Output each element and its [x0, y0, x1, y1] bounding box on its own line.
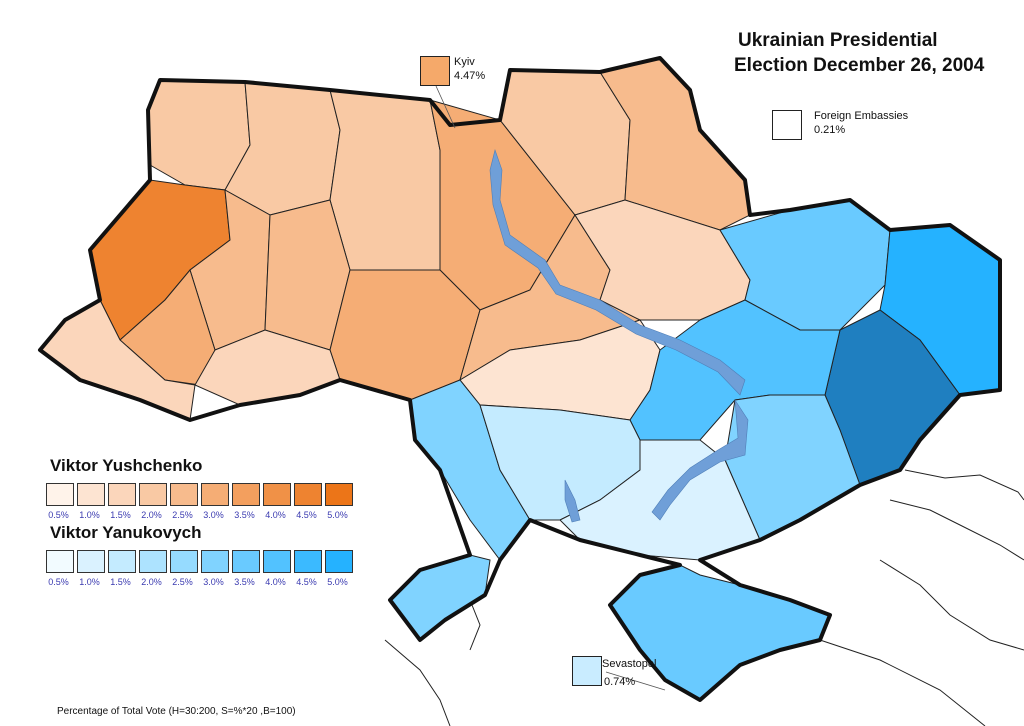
legend-yanukovych-swatch [294, 550, 322, 573]
legend-yushchenko-title: Viktor Yushchenko [50, 456, 203, 475]
region-zhytomyr [329, 89, 441, 271]
legend-yanukovych-tick: 1.0% [79, 577, 100, 587]
legend-yanukovych-swatch [170, 550, 198, 573]
yushchenko-regions [39, 57, 751, 421]
legend-yushchenko-swatch [139, 483, 167, 506]
legend-yanukovych-swatch [232, 550, 260, 573]
kyiv-swatch [420, 56, 450, 86]
legend-yushchenko-swatch [170, 483, 198, 506]
legend-yushchenko-swatch [263, 483, 291, 506]
legend-yanukovych-tick: 0.5% [48, 577, 69, 587]
legend-yanukovych-swatch [139, 550, 167, 573]
legend-yushchenko-swatch [108, 483, 136, 506]
embassies-swatch [772, 110, 802, 140]
legend-yushchenko-tick: 3.0% [203, 510, 224, 520]
legend-yanukovych-swatch [108, 550, 136, 573]
sevastopol-label: Sevastopol [602, 658, 657, 670]
legend-yanukovych-tick: 5.0% [327, 577, 348, 587]
legend-yushchenko-tick: 4.0% [265, 510, 286, 520]
legend-yushchenko-swatch [46, 483, 74, 506]
legend-yushchenko-tick: 1.5% [110, 510, 131, 520]
legend-yushchenko-swatch [232, 483, 260, 506]
legend-yushchenko-tick: 1.0% [79, 510, 100, 520]
title-line-2: Election December 26, 2004 [734, 55, 985, 76]
legend-yanukovych-tick: 2.5% [172, 577, 193, 587]
sevastopol-value: 0.74% [604, 676, 636, 688]
legend-yushchenko-swatch [325, 483, 353, 506]
map-title: Ukrainian Presidential Election December… [734, 28, 984, 78]
sevastopol-swatch [572, 656, 602, 686]
legend-yushchenko-swatch [294, 483, 322, 506]
legend-yushchenko-tick: 5.0% [327, 510, 348, 520]
legend-yushchenko-tick: 0.5% [48, 510, 69, 520]
legend-yushchenko-tick: 2.5% [172, 510, 193, 520]
legend-yanukovych-tick: 2.0% [141, 577, 162, 587]
footnote: Percentage of Total Vote (H=30:200, S=%*… [57, 706, 296, 717]
kyiv-value: 4.47% [454, 70, 486, 82]
national-border [38, 56, 1002, 702]
legend-yushchenko-tick: 3.5% [234, 510, 255, 520]
legend-yushchenko-ticks: 0.5% 1.0% 1.5% 2.0% 2.5% 3.0% 3.5% 4.0% 4.5% 5.0% [43, 510, 353, 520]
region-odesa-south [389, 554, 491, 641]
region-crimea [609, 564, 831, 701]
legend-yanukovych-swatch [325, 550, 353, 573]
legend-yanukovych-tick: 4.0% [265, 577, 286, 587]
legend-yanukovych-ticks: 0.5% 1.0% 1.5% 2.0% 2.5% 3.0% 3.5% 4.0% 4.5% 5.0% [43, 577, 353, 587]
embassies-value: 0.21% [814, 124, 846, 136]
kyiv-label: Kyiv [454, 56, 475, 68]
callout-leaders [435, 85, 666, 691]
legend-yanukovych-tick: 3.5% [234, 577, 255, 587]
legend-yanukovych-swatch [201, 550, 229, 573]
legend-yushchenko-swatch [201, 483, 229, 506]
legend-yushchenko-tick: 4.5% [296, 510, 317, 520]
legend-yanukovych-swatch [263, 550, 291, 573]
embassies-label: Foreign Embassies [814, 110, 909, 122]
legend-yanukovych-swatch [77, 550, 105, 573]
legend-yushchenko-swatches [46, 483, 356, 506]
legend-yanukovych-tick: 4.5% [296, 577, 317, 587]
legend-yanukovych-title: Viktor Yanukovych [50, 523, 202, 542]
legend-yanukovych-swatches [46, 550, 356, 573]
legend-yanukovych-swatch [46, 550, 74, 573]
dnipro-river [489, 148, 749, 523]
legend-yanukovych-tick: 1.5% [110, 577, 131, 587]
legend-yushchenko-swatch [77, 483, 105, 506]
title-line-1: Ukrainian Presidential [738, 30, 938, 51]
legend-yushchenko-tick: 2.0% [141, 510, 162, 520]
legend-yanukovych-tick: 3.0% [203, 577, 224, 587]
